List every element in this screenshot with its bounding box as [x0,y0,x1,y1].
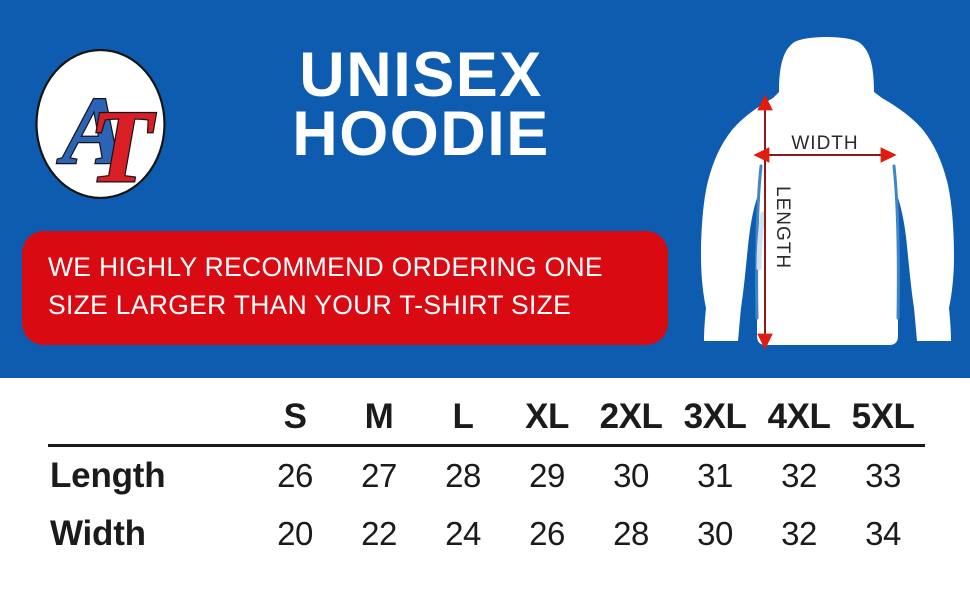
length-4xl: 32 [781,457,817,494]
width-l: 24 [445,515,481,552]
size-header-5xl: 5XL [841,390,925,447]
length-xl: 29 [529,457,565,494]
size-header-s: S [253,390,337,447]
brand-logo: A T [34,48,167,200]
hoodie-silhouette [701,37,954,345]
length-5xl: 33 [865,457,901,494]
width-m: 22 [361,515,397,552]
width-4xl: 32 [781,515,817,552]
recommendation-line-1: WE HIGHLY RECOMMEND ORDERING ONE [48,252,603,282]
width-s: 20 [277,515,313,552]
table-header-row: S M L XL 2XL 3XL 4XL 5XL [48,390,925,447]
recommendation-line-2: SIZE LARGER THAN YOUR T-SHIRT SIZE [48,289,572,320]
size-header-m: M [337,390,421,447]
width-2xl: 28 [613,515,649,552]
row-label-width: Width [50,514,146,553]
recommendation-banner: WE HIGHLY RECOMMEND ORDERING ONE SIZE LA… [22,231,668,345]
size-table: S M L XL 2XL 3XL 4XL 5XL Length 26 27 28… [48,390,925,563]
row-label-header [48,390,253,447]
table-row-length: Length 26 27 28 29 30 31 32 33 [48,446,925,506]
size-header-4xl: 4XL [757,390,841,447]
svg-text:A: A [57,77,126,184]
row-label-length: Length [50,456,166,495]
svg-text:T: T [89,89,156,200]
length-label: LENGTH [772,186,793,269]
length-l: 28 [445,457,481,494]
width-label: WIDTH [791,133,858,154]
size-header-xl: XL [505,390,589,447]
size-table-area: S M L XL 2XL 3XL 4XL 5XL Length 26 27 28… [0,378,970,600]
hoodie-illustration: LENGTH WIDTH [683,18,970,363]
title-line-2: HOODIE [292,99,550,170]
length-2xl: 30 [613,457,649,494]
length-m: 27 [361,457,397,494]
title-line-1: UNISEX [299,40,543,110]
table-row-width: Width 20 22 24 26 28 30 32 34 [48,505,925,563]
size-header-3xl: 3XL [673,390,757,447]
length-3xl: 31 [697,457,733,494]
width-3xl: 30 [697,515,733,552]
hero-panel: A T UNISEX HOODIE WE HIGHLY RECOMMEND OR… [0,0,970,378]
width-5xl: 34 [865,515,901,552]
logo-oval-icon: A T [35,48,166,200]
size-header-2xl: 2XL [589,390,673,447]
size-header-l: L [421,390,505,447]
page-title: UNISEX HOODIE [186,40,656,170]
length-s: 26 [277,457,313,494]
width-xl: 26 [529,515,565,552]
